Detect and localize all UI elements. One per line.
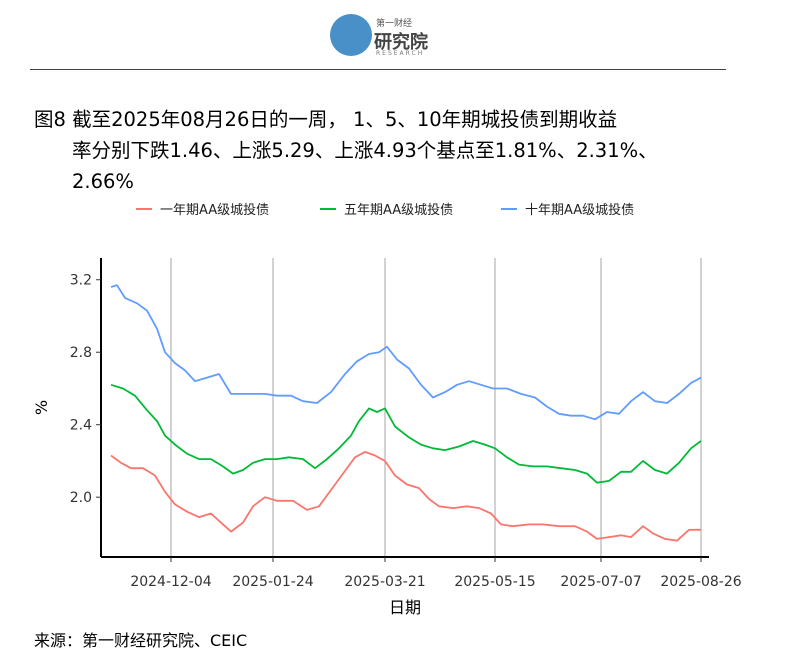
y-tick-label-2: 2.8 xyxy=(70,345,92,361)
y-tick-label-0: 2.0 xyxy=(70,490,92,506)
legend-label-1: 一年期AA级城投债 xyxy=(160,202,269,218)
x-tick-label-0: 2024-12-04 xyxy=(130,574,211,590)
x-tick-label-5: 2025-08-26 xyxy=(660,574,741,590)
y-tick-label-1: 2.4 xyxy=(70,418,92,434)
caption-line-1: 图8 截至2025年08月26日的一周， 1、5、10年期城投债到期收益 xyxy=(34,108,618,131)
figure-caption: 图8 截至2025年08月26日的一周， 1、5、10年期城投债到期收益 率分别… xyxy=(34,104,754,197)
series-line-3 xyxy=(110,284,702,421)
x-tick-label-4: 2025-07-07 xyxy=(560,574,641,590)
legend-label-2: 五年期AA级城投债 xyxy=(344,202,453,218)
logo-small-text: 第一财经 xyxy=(376,19,413,29)
y-tick-label-3: 3.2 xyxy=(70,273,92,289)
caption-line-2: 率分别下跌1.46、上涨5.29、上涨4.93个基点至1.81%、2.31%、 xyxy=(72,139,658,162)
source-note: 来源：第一财经研究院、CEIC xyxy=(34,631,248,650)
header-divider xyxy=(30,69,726,70)
chart-legend: 一年期AA级城投债 五年期AA级城投债 十年期AA级城投债 xyxy=(136,202,634,218)
logo-emblem-icon xyxy=(330,14,372,56)
series-line-2 xyxy=(110,383,702,484)
caption-line-3: 2.66% xyxy=(72,170,134,193)
x-axis-title: 日期 xyxy=(389,598,421,617)
x-tick-label-3: 2025-05-15 xyxy=(454,574,535,590)
chart-axes: 2.0 2.4 2.8 3.2 2024-12-04 2025-01-24 2025-03-… xyxy=(70,258,742,590)
y-axis-title: % xyxy=(32,400,51,415)
brand-logo: 第一财经 研究院 RESEARCH xyxy=(330,12,470,60)
series-line-1 xyxy=(110,450,701,542)
x-tick-label-1: 2025-01-24 xyxy=(232,574,313,590)
logo-sub-text: RESEARCH xyxy=(376,50,425,57)
x-tick-label-2: 2025-03-21 xyxy=(344,574,425,590)
chart-grid xyxy=(170,258,702,557)
chart-series xyxy=(110,284,702,542)
logo-main-text: 研究院 xyxy=(374,32,428,53)
legend-label-3: 十年期AA级城投债 xyxy=(525,202,634,218)
